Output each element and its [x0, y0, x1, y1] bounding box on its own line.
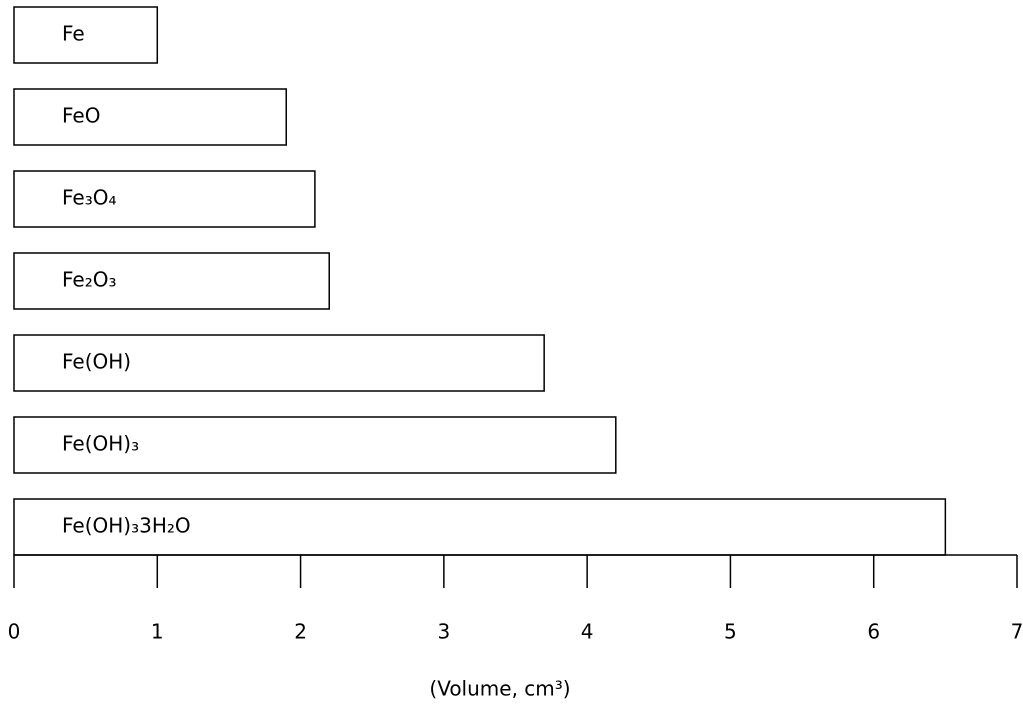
x-tick-label: 0	[8, 620, 21, 644]
x-tick-label: 5	[724, 620, 737, 644]
bar-label: FeO	[62, 104, 100, 128]
x-tick-label: 3	[437, 620, 450, 644]
x-tick-label: 6	[867, 620, 880, 644]
bar-label: Fe(OH)	[62, 350, 131, 374]
bar	[14, 7, 157, 63]
bar-label: Fe₂O₃	[62, 268, 117, 292]
chart: (Volume, cm³) Fe FeO Fe₃O₄ Fe₂O₃ Fe(OH) Fe(OH…	[0, 0, 1023, 713]
x-tick-label: 2	[294, 620, 307, 644]
bar-label: Fe	[62, 22, 85, 46]
x-tick-label: 7	[1011, 620, 1023, 644]
bar	[14, 89, 286, 145]
bar	[14, 171, 315, 227]
x-tick-label: 4	[581, 620, 594, 644]
bar-label: Fe(OH)₃	[62, 432, 139, 456]
bar-label: Fe₃O₄	[62, 186, 117, 210]
x-axis-label: (Volume, cm³)	[429, 677, 570, 701]
x-tick-label: 1	[151, 620, 164, 644]
bar-label: Fe(OH)₃3H₂O	[62, 514, 191, 538]
